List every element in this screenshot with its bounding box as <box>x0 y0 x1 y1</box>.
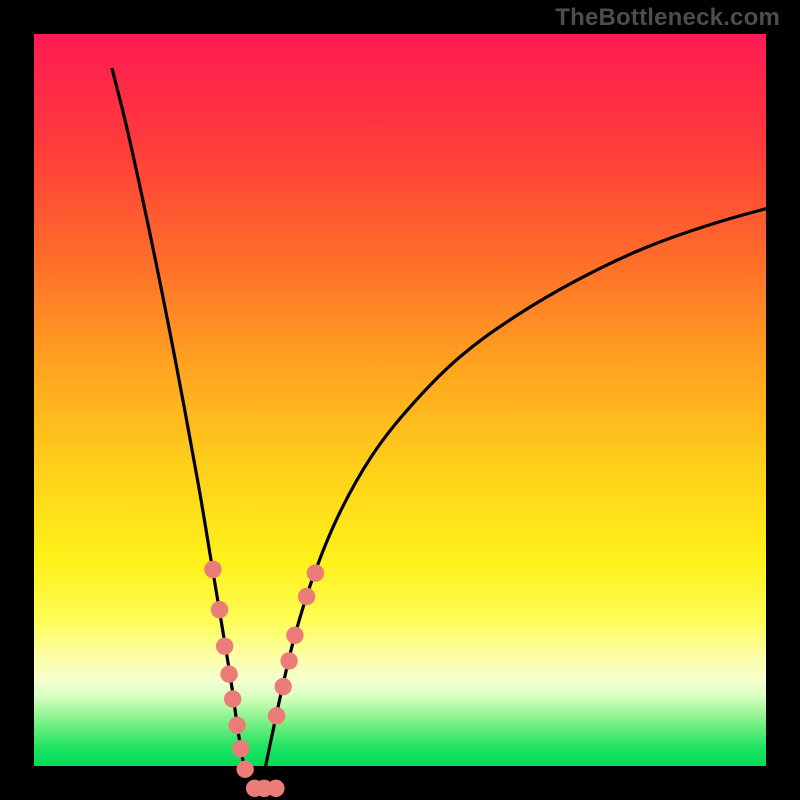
chart-frame <box>0 0 800 800</box>
data-marker <box>256 780 272 796</box>
chart-background <box>34 34 766 766</box>
data-marker <box>246 780 262 796</box>
data-marker <box>268 780 284 796</box>
watermark-text: TheBottleneck.com <box>555 4 780 32</box>
